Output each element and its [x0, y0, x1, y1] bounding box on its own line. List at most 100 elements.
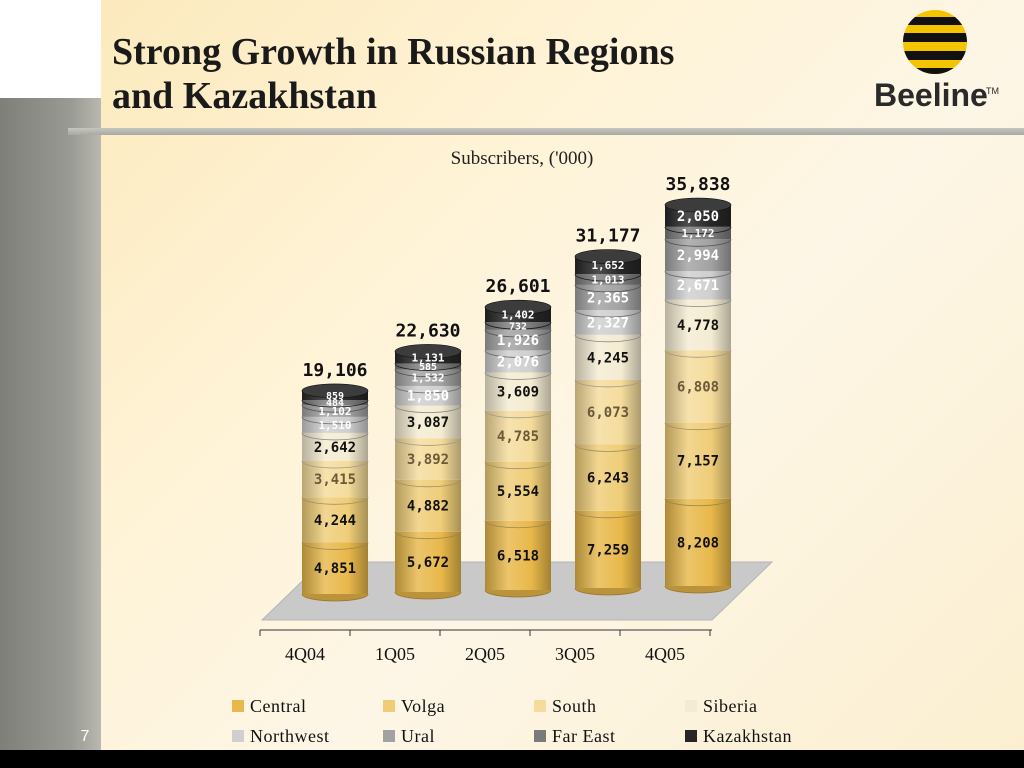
- segment-seam: [574, 284, 642, 293]
- segment-seam: [394, 479, 462, 488]
- data-label: 2,076: [497, 354, 539, 370]
- data-label: 5,554: [497, 484, 539, 500]
- data-label: 8,208: [677, 535, 719, 551]
- segment-seam: [664, 226, 732, 235]
- segment-seam: [301, 405, 369, 413]
- data-label: 2,642: [314, 440, 356, 456]
- legend-swatch: [232, 700, 244, 712]
- slide-title-line-2: and Kazakhstan: [112, 75, 378, 117]
- legend-swatch: [685, 730, 697, 742]
- segment-seam: [394, 531, 462, 540]
- bar-segment-siberia: [302, 432, 368, 462]
- bar-segment-south: [485, 410, 551, 462]
- data-label: 1,102: [318, 405, 351, 418]
- data-label: 585: [419, 362, 437, 373]
- segment-seam: [394, 385, 462, 394]
- total-label: 31,177: [575, 226, 640, 247]
- legend-item-kazakhstan: Kazakhstan: [685, 725, 792, 747]
- bar-column-4Q05: 8,208 7,157 6,808 4,778 2,671 2,994 1,172 2,050…: [664, 174, 732, 594]
- segment-seam: [664, 271, 732, 279]
- bar-segment-far-east: [485, 322, 551, 330]
- segment-seam: [394, 591, 462, 600]
- segment-seam: [664, 585, 732, 594]
- legend-item-northwest: Northwest: [232, 725, 330, 747]
- bar-segment-northwest: [575, 310, 641, 335]
- segment-seam: [301, 497, 369, 505]
- legend-label: Siberia: [703, 695, 758, 716]
- segment-seam: [301, 593, 369, 602]
- segment-seam: [484, 461, 552, 470]
- data-label: 4,882: [407, 499, 449, 515]
- data-label: 1,013: [591, 273, 624, 286]
- legend-label: Northwest: [250, 725, 330, 746]
- total-label: 26,601: [485, 276, 550, 297]
- bar-segment-siberia: [665, 299, 731, 351]
- data-label: 2,365: [587, 290, 629, 306]
- data-label: 1,652: [591, 259, 624, 272]
- data-label: 4,785: [497, 429, 539, 445]
- data-label: 732: [509, 322, 527, 333]
- bar-segment-siberia: [575, 334, 641, 380]
- data-label: 1,532: [411, 372, 444, 385]
- data-label: 6,243: [587, 471, 629, 487]
- legend-swatch: [383, 700, 395, 712]
- bar-segment-volga: [485, 461, 551, 521]
- segment-seam: [301, 542, 369, 550]
- x-tick-label: 3Q05: [555, 644, 595, 664]
- title-divider: [68, 128, 1024, 135]
- segment-seam: [574, 334, 642, 343]
- bar-column-3Q05: 7,259 6,243 6,073 4,245 2,327 2,365 1,0131,652…: [574, 226, 642, 596]
- bar-segment-ural: [575, 284, 641, 311]
- total-label: 19,106: [302, 360, 367, 381]
- legend-label: Volga: [401, 695, 446, 716]
- bar-segment-northwest: [665, 271, 731, 300]
- segment-seam: [664, 239, 732, 247]
- slide-title: Strong Growth in Russian Regions and Kaz…: [112, 30, 812, 118]
- data-label: 6,073: [587, 405, 629, 421]
- legend-label: Kazakhstan: [703, 725, 792, 746]
- bar-segment-ural: [485, 329, 551, 351]
- bar-top-ellipse: [301, 383, 369, 399]
- bar-segment-central: [665, 498, 731, 586]
- data-label: 1,402: [501, 309, 534, 322]
- x-axis: 4Q04 1Q05 2Q05 3Q05 4Q05: [259, 630, 711, 664]
- beeline-logo: Beeline TM: [874, 10, 999, 113]
- legend-item-volga: Volga: [383, 695, 445, 717]
- bar-segment-northwest: [302, 416, 368, 433]
- data-label: 4,778: [677, 318, 719, 334]
- left-white-block: [0, 0, 101, 98]
- segment-seam: [574, 444, 642, 452]
- legend-label: Ural: [401, 725, 435, 746]
- data-label: 1,131: [411, 351, 444, 364]
- bar-segment-ural: [395, 369, 461, 386]
- segment-seam: [394, 438, 462, 446]
- data-label: 6,518: [497, 548, 539, 564]
- legend-item-far-east: Far East: [534, 725, 615, 747]
- bee-stripes-icon: [903, 10, 967, 74]
- data-label: 5,672: [407, 555, 449, 571]
- segment-seam: [484, 350, 552, 358]
- page-number: 7: [80, 728, 90, 745]
- data-label: 6,808: [677, 379, 719, 395]
- legend-label: South: [552, 695, 597, 716]
- bar-top-ellipse: [574, 249, 642, 264]
- data-label: 7,259: [587, 542, 629, 558]
- segment-seam: [664, 350, 732, 358]
- bar-segment-central: [485, 520, 551, 590]
- bar-segment-ural: [302, 405, 368, 417]
- total-label: 35,838: [665, 174, 730, 195]
- slide-title-line-1: Strong Growth in Russian Regions: [112, 31, 675, 73]
- bar-segment-volga: [395, 479, 461, 532]
- x-tick-label: 1Q05: [375, 644, 415, 664]
- segment-seam: [574, 309, 642, 318]
- bar-segment-northwest: [485, 350, 551, 373]
- data-label: 3,415: [314, 472, 356, 488]
- bar-top-ellipse: [664, 197, 732, 213]
- segment-seam: [664, 299, 732, 307]
- segment-seam: [394, 405, 462, 414]
- x-tick-label: 4Q05: [645, 644, 685, 664]
- legend-item-central: Central: [232, 695, 306, 717]
